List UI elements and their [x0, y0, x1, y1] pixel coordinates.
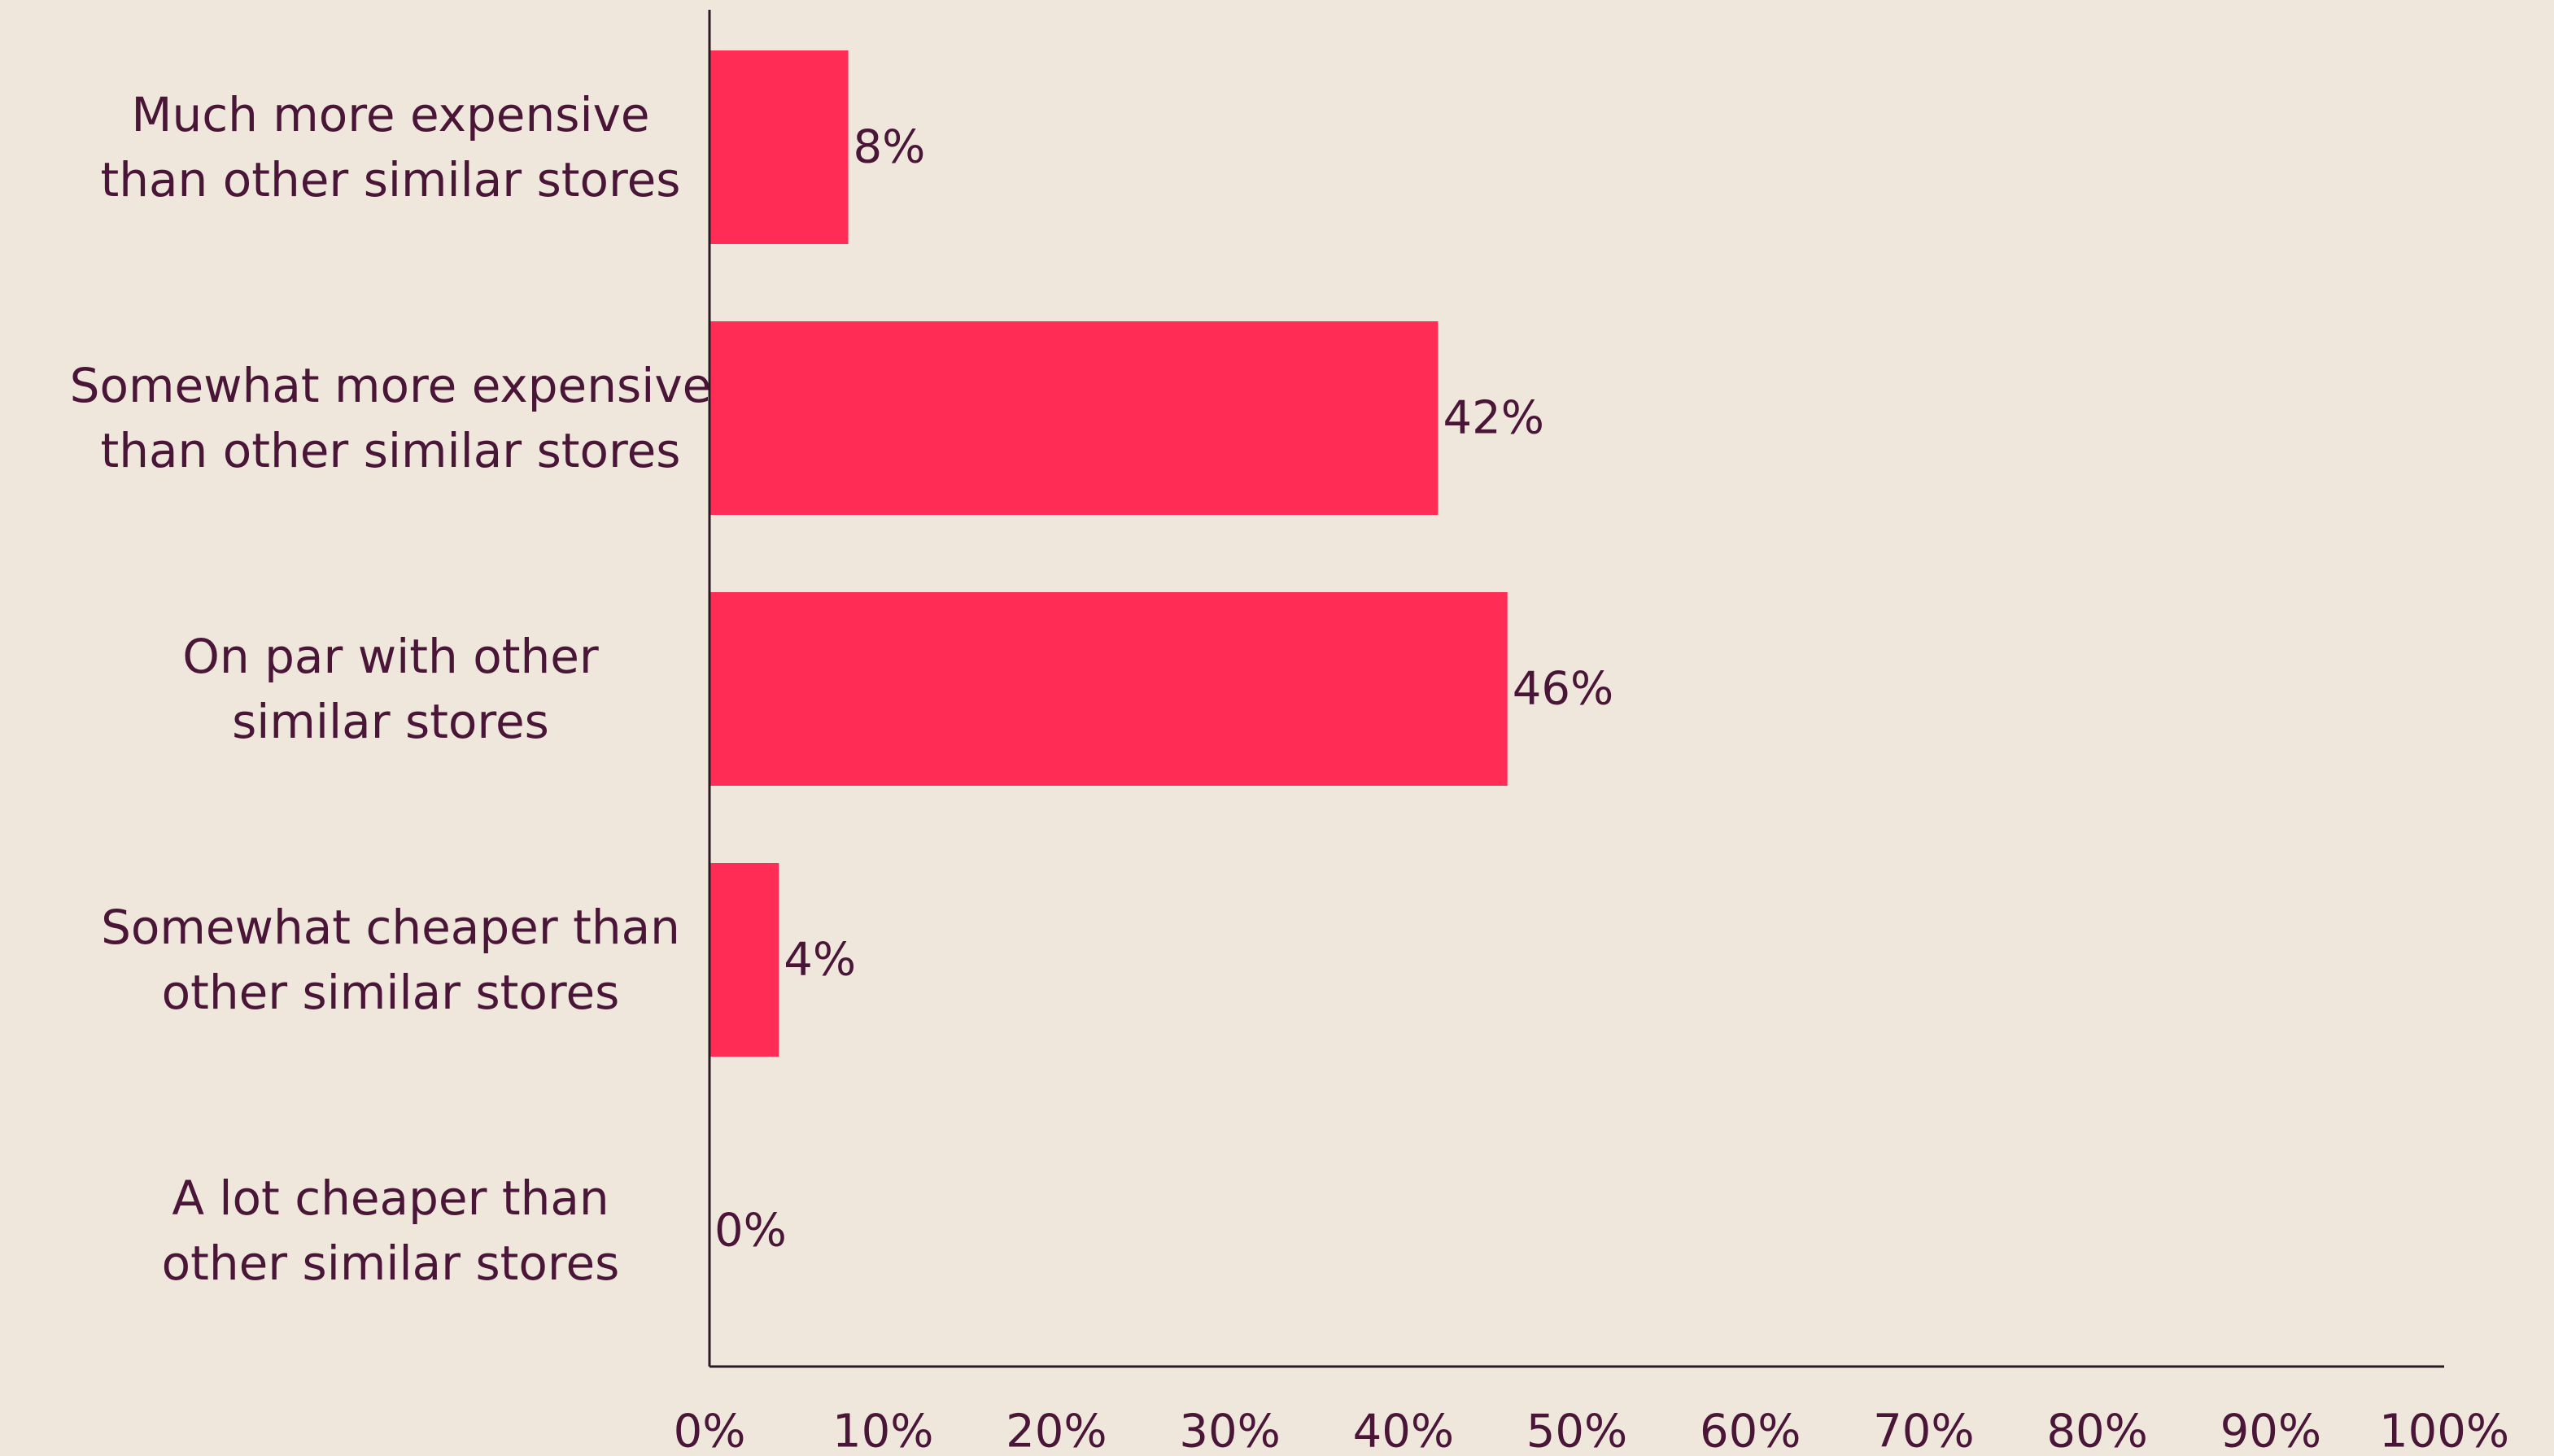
- bar-value-label: 0%: [714, 1205, 787, 1258]
- x-tick-label: 40%: [1353, 1406, 1454, 1456]
- category-label: than other similar stores: [101, 423, 681, 478]
- x-tick-label: 10%: [832, 1406, 933, 1456]
- bar: [709, 592, 1508, 786]
- bar-value-label: 8%: [854, 121, 926, 174]
- x-tick-label: 30%: [1179, 1406, 1280, 1456]
- x-tick-label: 80%: [2046, 1406, 2147, 1456]
- bar-value-label: 42%: [1443, 392, 1543, 445]
- category-label: On par with other: [182, 629, 599, 684]
- axes-group: [708, 10, 2444, 1368]
- bar-value-label: 46%: [1513, 663, 1613, 716]
- x-tick-label: 70%: [1873, 1406, 1974, 1456]
- value-labels-group: 8% 42% 46% 4% 0%: [714, 121, 1613, 1258]
- category-label: Somewhat more expensive: [70, 358, 712, 413]
- x-tick-label: 100%: [2379, 1406, 2509, 1456]
- category-label: similar stores: [232, 694, 549, 749]
- category-label: other similar stores: [162, 1236, 620, 1291]
- bar-value-label: 4%: [784, 934, 856, 987]
- bar: [709, 321, 1439, 515]
- x-tick-label: 90%: [2220, 1406, 2321, 1456]
- category-label: other similar stores: [162, 965, 620, 1020]
- bars-group: [709, 50, 1508, 1057]
- category-label: A lot cheaper than: [172, 1170, 609, 1226]
- category-label: Much more expensive: [131, 87, 649, 142]
- category-label: than other similar stores: [101, 152, 681, 207]
- x-tick-labels-group: 0% 10% 20% 30% 40% 50% 60% 70% 80% 90% 100%: [674, 1406, 2509, 1456]
- category-labels-group: Much more expensive than other similar st…: [70, 87, 712, 1291]
- bar: [709, 863, 779, 1057]
- x-tick-label: 20%: [1006, 1406, 1107, 1456]
- x-tick-label: 0%: [674, 1406, 746, 1456]
- bar: [709, 50, 849, 244]
- x-tick-label: 60%: [1700, 1406, 1801, 1456]
- x-tick-label: 50%: [1526, 1406, 1627, 1456]
- category-label: Somewhat cheaper than: [101, 900, 680, 955]
